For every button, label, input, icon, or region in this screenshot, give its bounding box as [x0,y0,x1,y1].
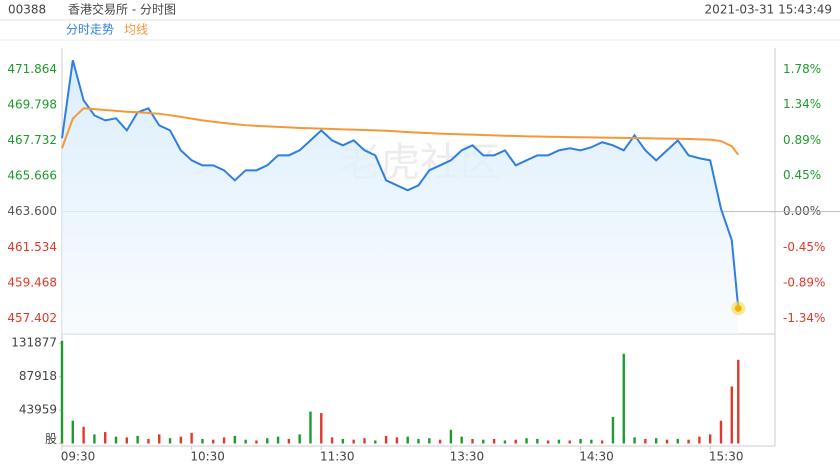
volume-bar [503,440,507,444]
y2-tick-label: 0.89% [783,133,821,147]
volume-bar [374,440,377,444]
timestamp: 2021-03-31 15:43:49 [705,3,832,17]
volume-bar [590,439,593,444]
volume-bar [611,416,615,444]
volume-bar [546,440,550,444]
x-tick-label: 13:30 [450,450,485,464]
volume-bar [449,429,453,444]
volume-bar [309,411,312,444]
volume-bar [201,438,204,444]
volume-bar [482,439,485,444]
volume-bar [633,437,636,444]
volume-bar [471,438,474,444]
volume-bar [212,439,215,444]
last-price-dot [734,304,742,312]
y2-tick-label: -0.45% [783,240,825,254]
volume-bar [136,435,139,444]
volume-bar [158,434,161,444]
stock-name: 香港交易所 - 分时图 [68,2,176,17]
volume-bar [93,434,96,444]
y-tick-label: 469.798 [7,97,57,111]
volume-bar [125,437,129,444]
volume-bar [406,436,409,444]
volume-bar [622,353,625,444]
volume-bar [168,438,172,444]
volume-bar [179,436,183,444]
y-tick-label: 463.600 [7,204,57,218]
volume-bar [719,420,723,444]
volume-bar [644,438,647,444]
volume-bar [266,438,269,444]
volume-bar [492,438,496,444]
volume-bar [665,439,669,444]
y2-tick-label: -1.34% [783,311,825,325]
volume-bar [82,426,85,444]
volume-bar [330,437,334,444]
volume-bar [287,438,291,444]
volume-bar [104,432,107,444]
volume-bar [708,434,712,444]
price-line [61,59,740,309]
y-tick-label: 465.666 [7,169,57,183]
volume-bar [352,439,355,444]
volume-bar [320,413,323,444]
volume-bar [363,438,366,444]
volume-bar [687,439,690,444]
volume-bar [514,439,517,444]
y-tick-label: 467.732 [7,133,57,147]
volume-bar [341,438,345,444]
volume-tick-label: 43959 [19,403,57,417]
volume-bar [395,437,399,444]
volume-bar [244,439,247,444]
volume-tick-label: 87918 [19,369,57,383]
y-tick-label: 471.864 [7,62,57,76]
x-tick-label: 15:30 [709,450,744,464]
x-tick-label: 11:30 [320,450,355,464]
volume-bar [536,438,539,444]
volume-bar [600,440,604,444]
price-area [62,60,739,334]
volume-bar [147,438,150,444]
volume-tick-label: 股 [45,432,57,446]
y-tick-label: 459.468 [7,275,57,289]
volume-bar [233,435,237,444]
volume-bar [417,438,420,444]
volume-bar [190,432,193,444]
x-tick-label: 14:30 [579,450,614,464]
legend-label: 均线 [124,23,148,37]
x-tick-label: 10:30 [190,450,225,464]
stock-code: 00388 [8,3,46,17]
volume-bar [698,436,701,444]
volume-bar [557,439,561,444]
volume-bar [676,438,679,444]
volume-bar [71,420,75,444]
y-tick-label: 457.402 [7,311,57,325]
volume-bar [730,386,733,444]
x-tick-label: 09:30 [61,450,96,464]
volume-bar [255,440,258,444]
y-tick-label: 461.534 [7,240,57,254]
y2-tick-label: 1.34% [783,97,821,111]
volume-bar [384,435,388,444]
volume-bar [276,436,280,444]
volume-bar [438,439,442,444]
volume-bar [114,436,118,444]
volume-bar [654,438,658,444]
volume-bar [222,437,226,444]
volume-bar [579,438,582,444]
y2-tick-label: 0.45% [783,168,821,182]
volume-bar [428,438,431,444]
volume-tick-label: 131877 [11,336,57,350]
volume-bar [568,440,571,444]
y2-tick-label: -0.89% [783,275,825,289]
volume-bar [298,434,301,444]
volume-bar [525,438,528,444]
y2-tick-label: 1.78% [783,62,821,76]
legend-label: 分时走势 [66,23,114,37]
average-line [61,107,740,156]
volume-bar [460,436,463,444]
volume-bar [60,340,64,444]
volume-bar [737,359,740,444]
